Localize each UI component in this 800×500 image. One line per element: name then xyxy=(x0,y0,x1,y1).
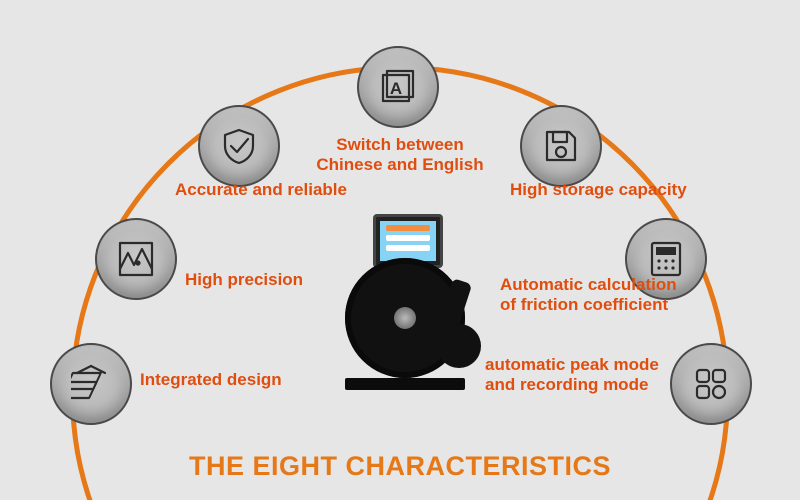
feature-accurate-label: Accurate and reliable xyxy=(175,180,395,200)
infographic-stage: THE EIGHT CHARACTERISTICS Integrated des… xyxy=(0,0,800,500)
feature-peak-label: automatic peak modeand recording mode xyxy=(485,355,685,396)
feature-storage-icon xyxy=(520,105,602,187)
feature-accurate-icon xyxy=(198,105,280,187)
feature-precision-icon xyxy=(95,218,177,300)
feature-precision-label: High precision xyxy=(185,270,365,290)
feature-storage-label: High storage capacity xyxy=(510,180,730,200)
feature-integrated-label: Integrated design xyxy=(140,370,340,390)
product-image xyxy=(335,210,475,390)
feature-integrated-icon xyxy=(50,343,132,425)
svg-text:A: A xyxy=(390,79,402,98)
feature-calc-label: Automatic calculationof friction coeffic… xyxy=(500,275,720,316)
feature-language-icon: A xyxy=(357,46,439,128)
feature-language-label: Switch betweenChinese and English xyxy=(300,135,500,176)
main-title: THE EIGHT CHARACTERISTICS xyxy=(0,451,800,482)
